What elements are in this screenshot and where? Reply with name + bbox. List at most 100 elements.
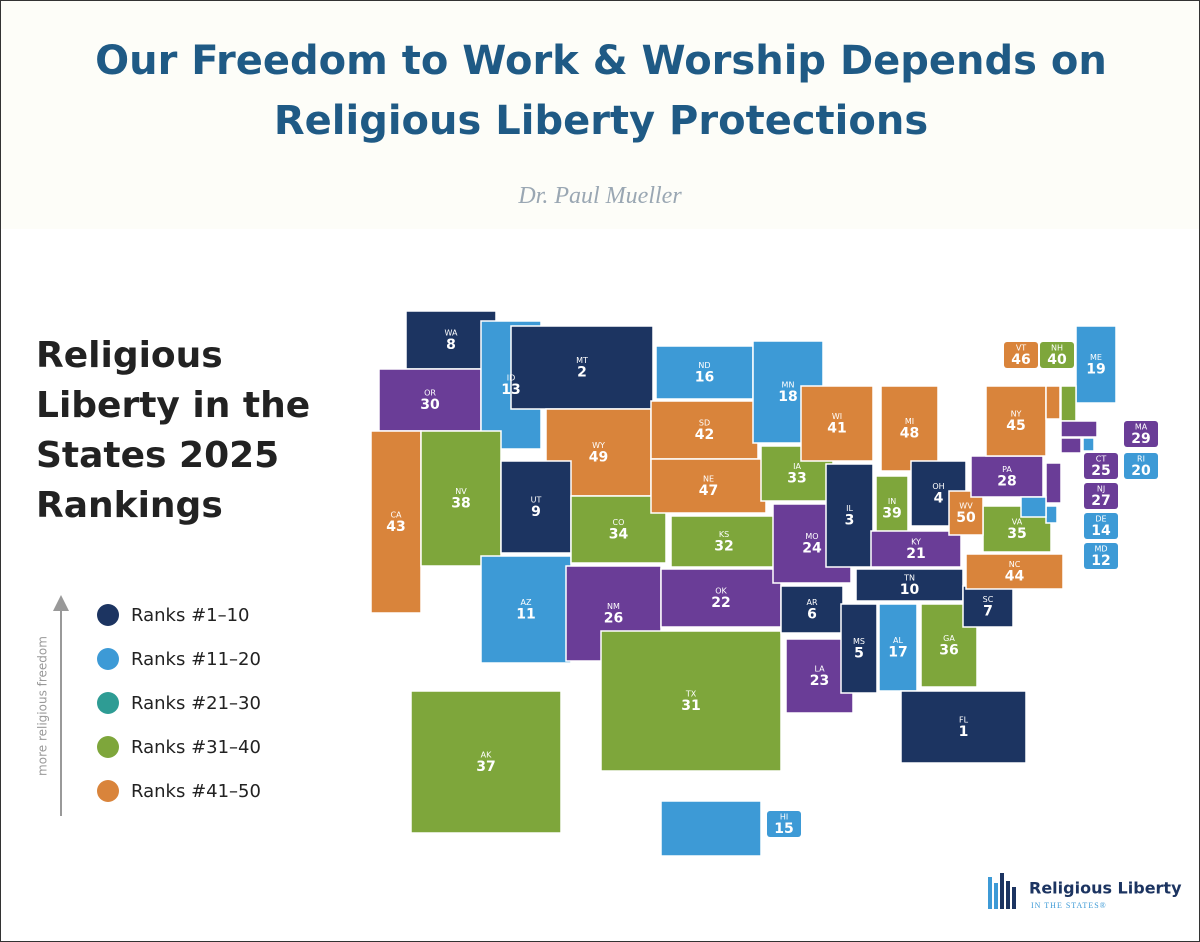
state-rank: 13 bbox=[501, 382, 520, 398]
state-rank: 35 bbox=[1007, 526, 1026, 542]
state-rank: 16 bbox=[695, 370, 714, 386]
logo-bar bbox=[1000, 873, 1004, 909]
state-rank: 48 bbox=[900, 426, 919, 442]
state-rank: 44 bbox=[1005, 569, 1025, 585]
state-abbr: MD bbox=[1094, 545, 1107, 554]
state-abbr: SC bbox=[983, 595, 994, 604]
state-abbr: GA bbox=[943, 634, 955, 643]
logo-bar bbox=[988, 877, 992, 909]
state bbox=[900, 690, 1027, 764]
state-rank: 33 bbox=[787, 471, 806, 487]
state-abbr: MS bbox=[853, 637, 865, 646]
state bbox=[420, 430, 502, 567]
legend-label: Ranks #31–40 bbox=[131, 737, 261, 758]
state-rank: 5 bbox=[854, 646, 864, 662]
state bbox=[655, 345, 754, 400]
state-labels: WA8OR30CA43ID13NV38MT2WY49UT9AZ11CO34NM2… bbox=[386, 329, 1158, 837]
callout-box bbox=[1084, 453, 1118, 479]
state bbox=[948, 490, 984, 536]
state-rank: 10 bbox=[900, 582, 920, 598]
state bbox=[962, 585, 1014, 628]
legend-label: Ranks #21–30 bbox=[131, 693, 261, 714]
callout-box bbox=[1004, 342, 1038, 368]
state bbox=[650, 458, 767, 514]
state-abbr: WA bbox=[445, 329, 458, 338]
state bbox=[410, 690, 562, 834]
state-abbr: AR bbox=[806, 598, 817, 607]
legend-swatch bbox=[97, 648, 119, 670]
state bbox=[1075, 325, 1117, 404]
state-rank: 49 bbox=[589, 450, 608, 466]
state-rank: 12 bbox=[1091, 553, 1110, 569]
state-rank: 30 bbox=[420, 397, 440, 413]
state-abbr: NY bbox=[1011, 410, 1022, 419]
state bbox=[510, 325, 654, 410]
legend-label: Ranks #1–10 bbox=[131, 605, 250, 626]
state-rank: 21 bbox=[906, 546, 925, 562]
state-rank: 2 bbox=[577, 365, 587, 381]
state-rank: 22 bbox=[711, 595, 730, 611]
state-abbr: RI bbox=[1137, 455, 1145, 464]
state bbox=[780, 585, 844, 634]
state-abbr: KY bbox=[911, 538, 921, 547]
state-rank: 47 bbox=[699, 483, 718, 499]
state bbox=[660, 800, 762, 857]
state-rank: 17 bbox=[888, 645, 907, 661]
state-abbr: ID bbox=[507, 374, 516, 383]
state-abbr: NC bbox=[1009, 560, 1021, 569]
header: Our Freedom to Work & Worship Depends on… bbox=[1, 1, 1199, 229]
state-rank: 19 bbox=[1086, 362, 1105, 378]
state-rank: 31 bbox=[681, 698, 700, 714]
state-abbr: FL bbox=[959, 716, 969, 725]
state-rank: 3 bbox=[845, 513, 855, 529]
state bbox=[670, 515, 778, 568]
map-heading: Religious Liberty in the States 2025 Ran… bbox=[36, 335, 311, 526]
state-rank: 23 bbox=[810, 673, 829, 689]
state bbox=[1045, 462, 1062, 504]
axis-label: more religious freedom bbox=[36, 636, 50, 776]
state-abbr: LA bbox=[814, 665, 825, 674]
state-abbr: SD bbox=[699, 419, 710, 428]
callout-box bbox=[1124, 453, 1158, 479]
state-abbr: KS bbox=[719, 530, 729, 539]
state-abbr: PA bbox=[1002, 465, 1012, 474]
state-rank: 41 bbox=[827, 421, 846, 437]
legend-label: Ranks #41–50 bbox=[131, 781, 261, 802]
state-abbr: MA bbox=[1135, 423, 1148, 432]
state-abbr: CT bbox=[1096, 455, 1107, 464]
state-rank: 7 bbox=[983, 604, 993, 620]
callout-box bbox=[1084, 513, 1118, 539]
state-abbr: VT bbox=[1016, 344, 1026, 353]
state bbox=[970, 455, 1044, 498]
state-abbr: NV bbox=[455, 487, 467, 496]
state-abbr: UT bbox=[531, 496, 542, 505]
state-rank: 36 bbox=[939, 643, 958, 659]
state bbox=[840, 603, 878, 694]
state bbox=[825, 463, 874, 568]
legend-label: Ranks #11–20 bbox=[131, 649, 261, 670]
logo-bar bbox=[1012, 887, 1016, 909]
state-abbr: IL bbox=[846, 504, 853, 513]
state-rank: 27 bbox=[1091, 493, 1110, 509]
state bbox=[1020, 496, 1047, 518]
state bbox=[985, 385, 1047, 457]
state-abbr: NH bbox=[1051, 344, 1063, 353]
state-rank: 14 bbox=[1091, 523, 1111, 539]
state bbox=[600, 630, 782, 772]
state-abbr: TX bbox=[685, 690, 697, 699]
state-rank: 29 bbox=[1131, 431, 1150, 447]
state-abbr: OK bbox=[715, 587, 727, 596]
state bbox=[800, 385, 874, 462]
state-abbr: MN bbox=[782, 381, 795, 390]
state bbox=[650, 400, 759, 460]
state-abbr: IA bbox=[793, 462, 801, 471]
state-abbr: NM bbox=[607, 602, 620, 611]
state bbox=[1060, 437, 1082, 454]
state-abbr: AK bbox=[481, 751, 492, 760]
state bbox=[1045, 505, 1058, 524]
state-rank: 34 bbox=[609, 527, 629, 543]
state-abbr: MT bbox=[576, 356, 588, 365]
state-rank: 20 bbox=[1131, 463, 1151, 479]
state-abbr: WY bbox=[592, 441, 605, 450]
